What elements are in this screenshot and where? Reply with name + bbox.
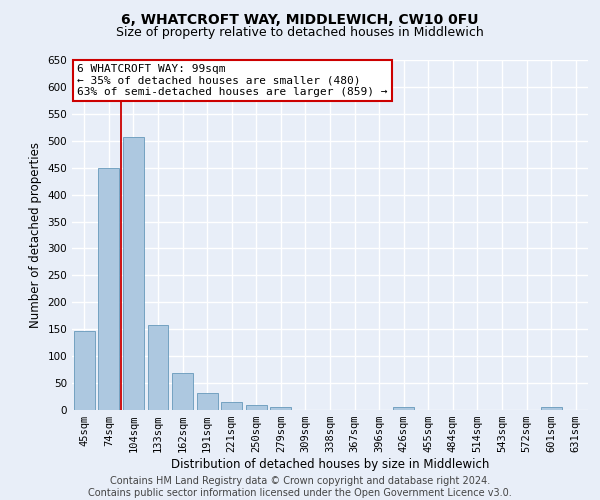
Text: 6, WHATCROFT WAY, MIDDLEWICH, CW10 0FU: 6, WHATCROFT WAY, MIDDLEWICH, CW10 0FU <box>121 12 479 26</box>
Bar <box>123 137 144 410</box>
X-axis label: Distribution of detached houses by size in Middlewich: Distribution of detached houses by size … <box>171 458 489 471</box>
Bar <box>221 402 242 410</box>
Text: Contains HM Land Registry data © Crown copyright and database right 2024.
Contai: Contains HM Land Registry data © Crown c… <box>88 476 512 498</box>
Bar <box>246 405 267 410</box>
Bar <box>541 407 562 410</box>
Bar <box>271 408 292 410</box>
Y-axis label: Number of detached properties: Number of detached properties <box>29 142 42 328</box>
Bar <box>74 331 95 410</box>
Bar <box>148 325 169 410</box>
Bar <box>172 374 193 410</box>
Bar <box>393 407 414 410</box>
Text: 6 WHATCROFT WAY: 99sqm
← 35% of detached houses are smaller (480)
63% of semi-de: 6 WHATCROFT WAY: 99sqm ← 35% of detached… <box>77 64 388 96</box>
Bar <box>197 394 218 410</box>
Text: Size of property relative to detached houses in Middlewich: Size of property relative to detached ho… <box>116 26 484 39</box>
Bar <box>98 168 119 410</box>
